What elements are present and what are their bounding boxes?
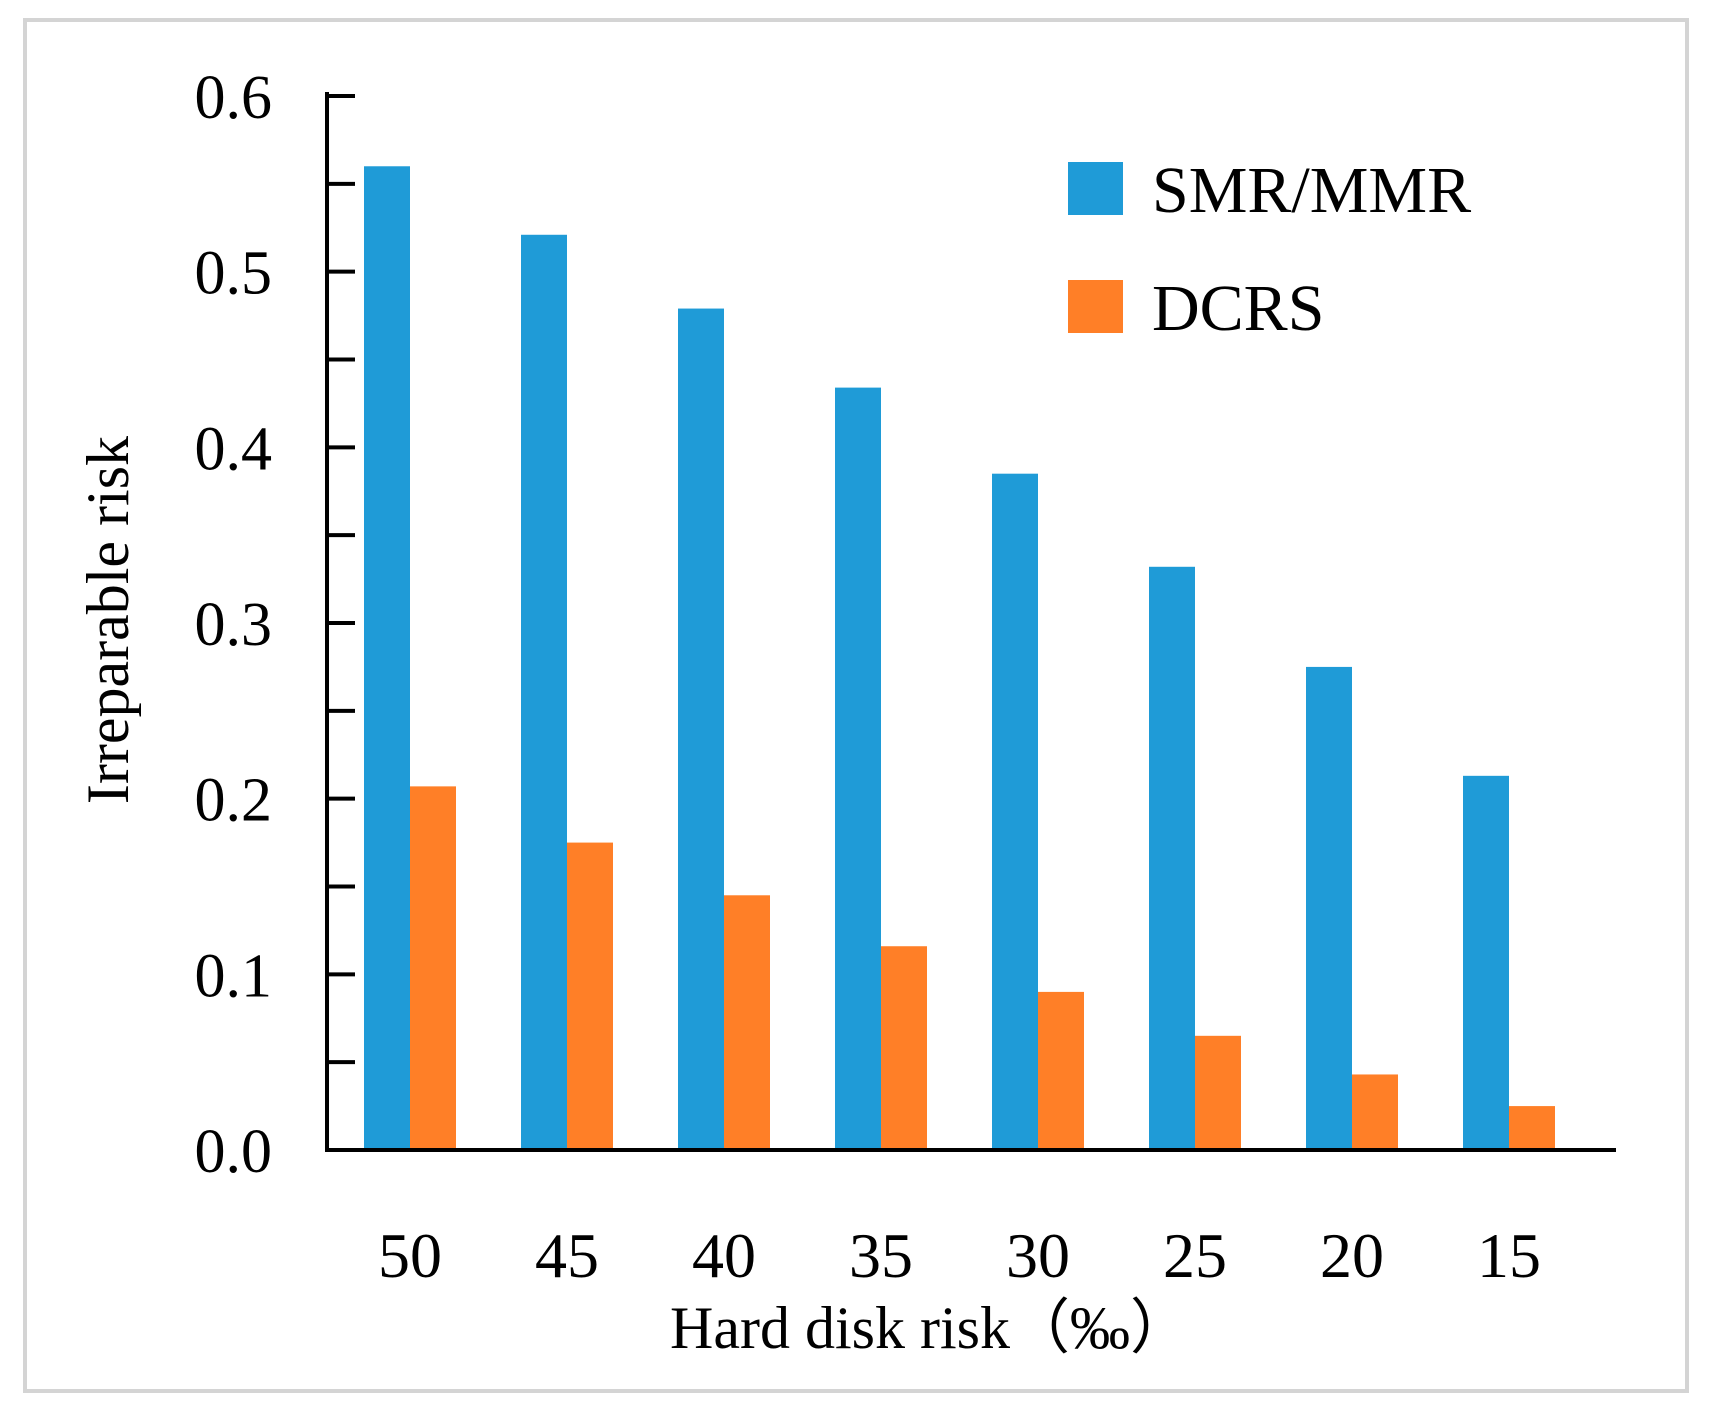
bar-smr-mmr-45: [521, 234, 567, 1150]
x-tick-label: 35: [849, 1220, 913, 1291]
y-tick-label: 0.0: [195, 1118, 273, 1186]
axes-group: 0.0 0.1 0.2 0.3 0.4 0.5 0.6 50 45 40 35 30 25 20 15: [195, 64, 1616, 1291]
y-tick-label: 0.1: [195, 942, 273, 1010]
legend-swatch: [1068, 162, 1123, 215]
legend-label: SMR/MMR: [1152, 154, 1471, 227]
bar-dcrs-15: [1509, 1106, 1555, 1150]
bar-dcrs-30: [1038, 991, 1084, 1150]
bar-smr-mmr-35: [835, 387, 881, 1150]
bar-smr-mmr-15: [1463, 775, 1509, 1150]
bar-dcrs-40: [724, 895, 770, 1150]
y-tick-label: 0.2: [195, 767, 273, 835]
x-tick-labels-group: 50 45 40 35 30 25 20 15: [378, 1220, 1541, 1291]
x-tick-label: 50: [378, 1220, 442, 1291]
bar-dcrs-20: [1352, 1074, 1398, 1150]
y-tick-label: 0.6: [195, 64, 273, 132]
x-tick-label: 30: [1006, 1220, 1070, 1291]
x-axis-title: Hard disk risk（‰）: [670, 1295, 1190, 1361]
bar-smr-mmr-40: [678, 308, 724, 1151]
bar-smr-mmr-20: [1306, 666, 1352, 1150]
legend-label: DCRS: [1152, 272, 1324, 345]
x-tick-label: 40: [692, 1220, 756, 1291]
x-tick-label: 45: [535, 1220, 599, 1291]
y-ticks-group: 0.0 0.1 0.2 0.3 0.4 0.5 0.6: [195, 64, 355, 1186]
bar-dcrs-35: [881, 946, 927, 1150]
y-tick-label: 0.5: [195, 240, 273, 308]
legend-swatch: [1068, 280, 1123, 333]
x-tick-label: 15: [1477, 1220, 1541, 1291]
bar-smr-mmr-25: [1149, 566, 1195, 1150]
bar-dcrs-50: [410, 786, 456, 1150]
y-tick-label: 0.4: [195, 415, 273, 483]
x-tick-label: 25: [1163, 1220, 1227, 1291]
bar-smr-mmr-50: [364, 166, 410, 1150]
x-tick-label: 20: [1320, 1220, 1384, 1291]
legend: SMR/MMR DCRS: [1068, 154, 1471, 345]
bars-group: [364, 166, 1555, 1151]
y-tick-label: 0.3: [195, 591, 273, 659]
bar-dcrs-25: [1195, 1035, 1241, 1150]
bar-dcrs-45: [567, 842, 613, 1150]
y-axis-title: Irreparable risk: [75, 436, 141, 804]
bar-smr-mmr-30: [992, 473, 1038, 1150]
